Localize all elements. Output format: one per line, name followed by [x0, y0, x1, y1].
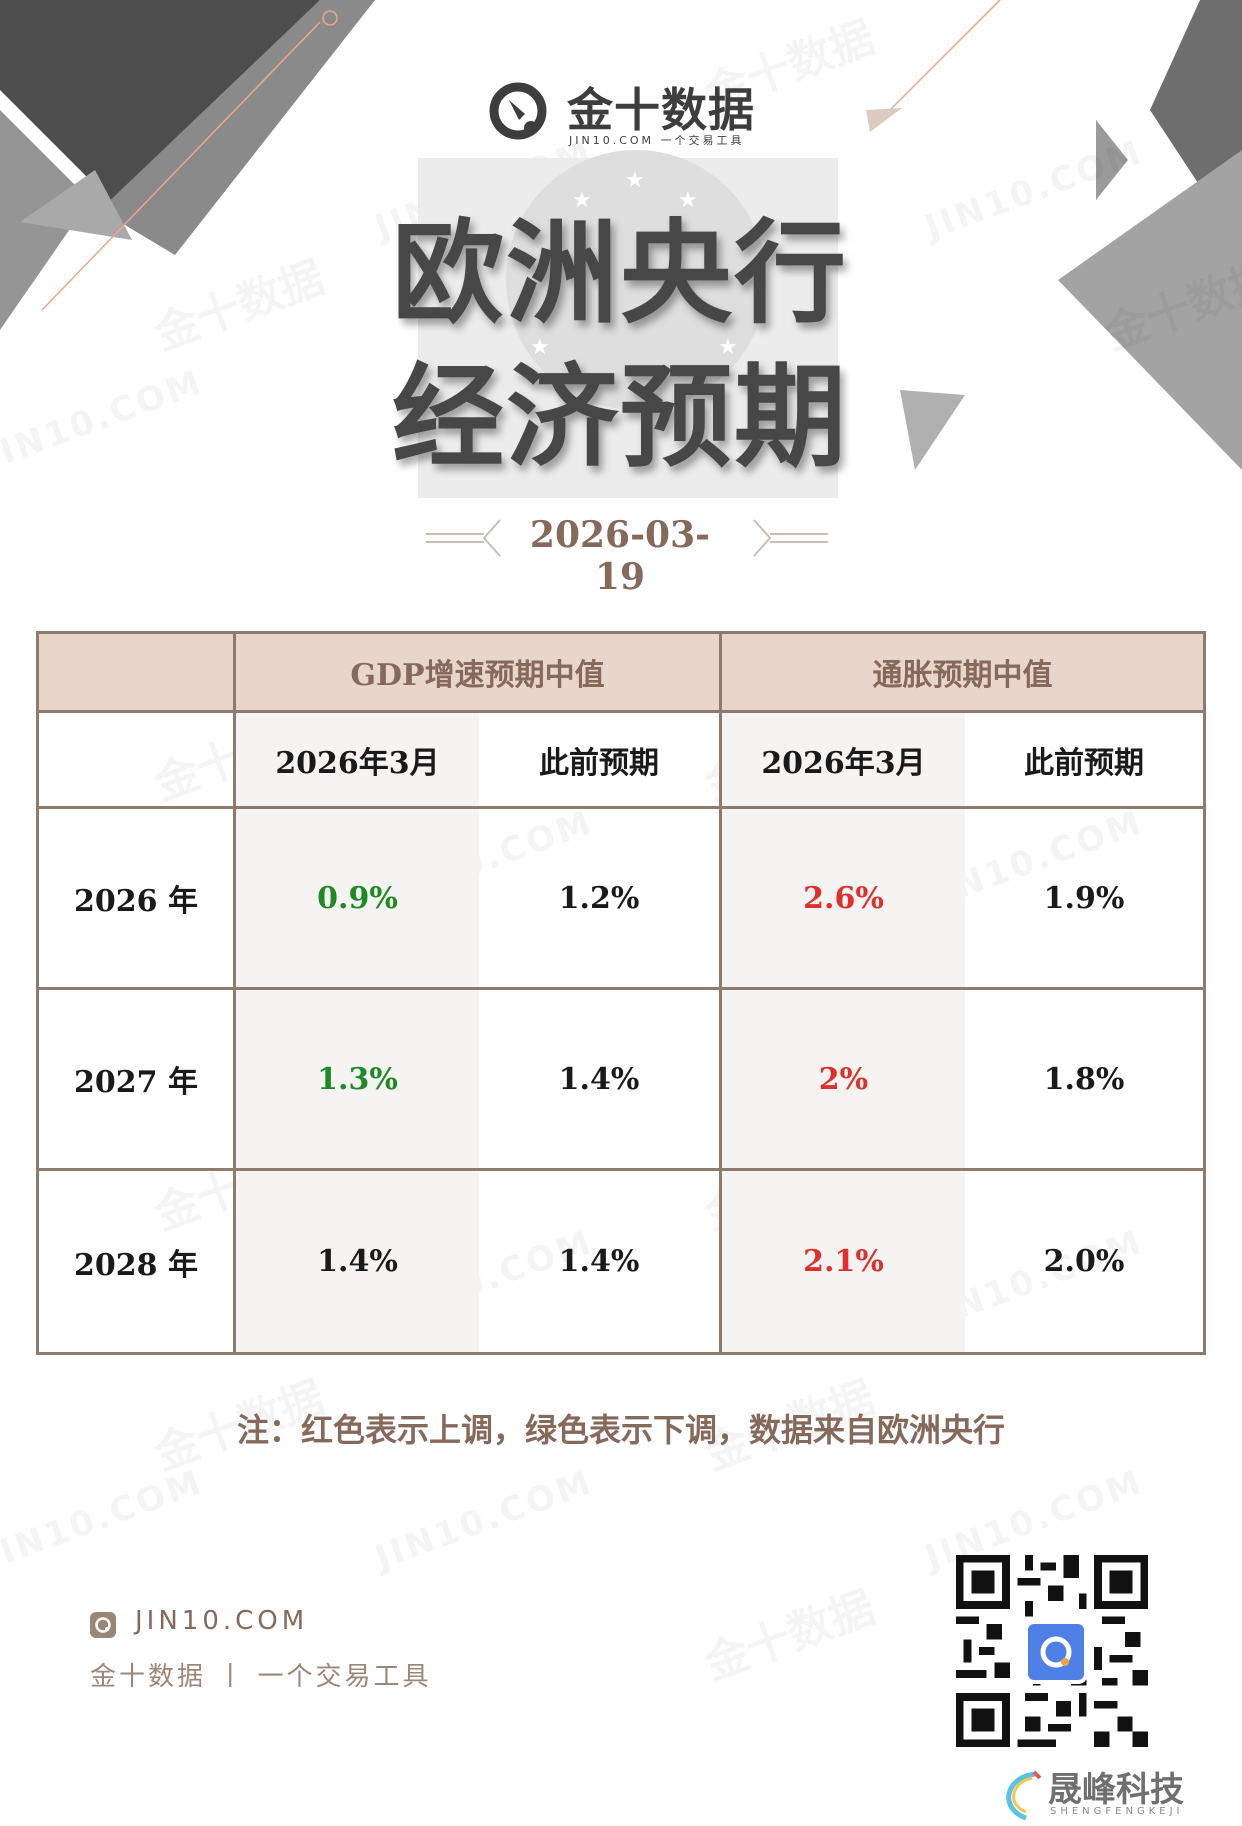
page-title-line2: 经济预期: [392, 352, 848, 483]
gdp-current-header: 2026年3月: [236, 713, 479, 806]
inflation-previous-value: 1.9%: [1043, 880, 1125, 916]
inflation-current-header: 2026年3月: [722, 713, 965, 806]
gdp-current-value: 1.3%: [236, 990, 479, 1168]
row-year: 2026 年: [39, 809, 236, 987]
jin10-logo: 金十数据 JIN10.COM 一个交易工具: [487, 78, 757, 148]
date-right-decoration: [753, 519, 828, 557]
jin10-rocket-icon: [489, 82, 547, 140]
star-icon: ★: [718, 335, 738, 360]
inflation-previous-value: 2.0%: [1043, 1244, 1125, 1279]
gdp-current-value: 0.9%: [236, 809, 479, 987]
star-icon: ★: [678, 188, 698, 213]
shengfeng-logo-icon: [1006, 1770, 1042, 1821]
table-row: 2028 年 1.4% 1.4% 2.1% 2.0%: [39, 1171, 1203, 1352]
gdp-previous-value: 1.4%: [479, 990, 722, 1168]
inflation-current-value: 2%: [722, 990, 965, 1168]
inflation-group-header: 通胀预期中值: [722, 634, 1203, 710]
gdp-previous-header: 此前预期: [479, 713, 722, 806]
inflation-previous-header: 此前预期: [1024, 745, 1144, 781]
gdp-previous-value: 1.2%: [479, 809, 722, 987]
brand-subtitle: JIN10.COM 一个交易工具: [569, 134, 745, 147]
sub-header-empty: [39, 713, 236, 806]
inflation-current-value: 2.1%: [722, 1171, 965, 1352]
gdp-group-header: GDP增速预期中值: [236, 634, 722, 710]
table-row: 2027 年 1.3% 1.4% 2% 1.8%: [39, 990, 1203, 1171]
gdp-previous-value: 1.4%: [479, 1171, 722, 1352]
table-corner-cell: [39, 634, 236, 710]
footer-site-link[interactable]: JIN10.COM: [135, 1606, 309, 1636]
page-title-line1: 欧洲央行: [392, 208, 848, 339]
table-sub-header-row: 2026年3月 此前预期 2026年3月 此前预期: [39, 713, 1203, 809]
ecb-projections-table: GDP增速预期中值 通胀预期中值 2026年3月 此前预期 2026年3月 此前…: [36, 631, 1206, 1355]
star-icon: ★: [530, 335, 550, 360]
star-icon: ★: [625, 168, 645, 193]
date-left-decoration: [426, 519, 501, 557]
table-group-header-row: GDP增速预期中值 通胀预期中值: [39, 634, 1203, 713]
gdp-current-value: 1.4%: [236, 1171, 479, 1352]
footer-tagline: 金十数据 丨 一个交易工具: [90, 1662, 432, 1692]
table-row: 2026 年 0.9% 1.2% 2.6% 1.9%: [39, 809, 1203, 990]
row-year: 2027 年: [39, 990, 236, 1168]
qr-app-logo-icon: [1024, 1620, 1088, 1684]
inflation-previous-value: 1.8%: [1043, 1061, 1125, 1097]
shengfeng-brand: 晟峰科技 SHENGFENGKEJI: [996, 1768, 1196, 1822]
jin10-small-logo-icon: [90, 1612, 116, 1638]
brand-name: 金十数据: [567, 83, 755, 137]
euro-circle-emblem: [506, 150, 766, 410]
color-legend-note: 注：红色表示上调，绿色表示下调，数据来自欧洲央行: [236, 1411, 1005, 1449]
decorative-shapes: [0, 0, 1242, 470]
row-year: 2028 年: [39, 1171, 236, 1352]
report-date: 2026-03-19: [529, 514, 711, 598]
inflation-current-value: 2.6%: [722, 809, 965, 987]
star-icon: ★: [572, 188, 592, 213]
shengfeng-subtitle: SHENGFENGKEJI: [1050, 1806, 1184, 1817]
shengfeng-name: 晟峰科技: [1048, 1770, 1184, 1810]
